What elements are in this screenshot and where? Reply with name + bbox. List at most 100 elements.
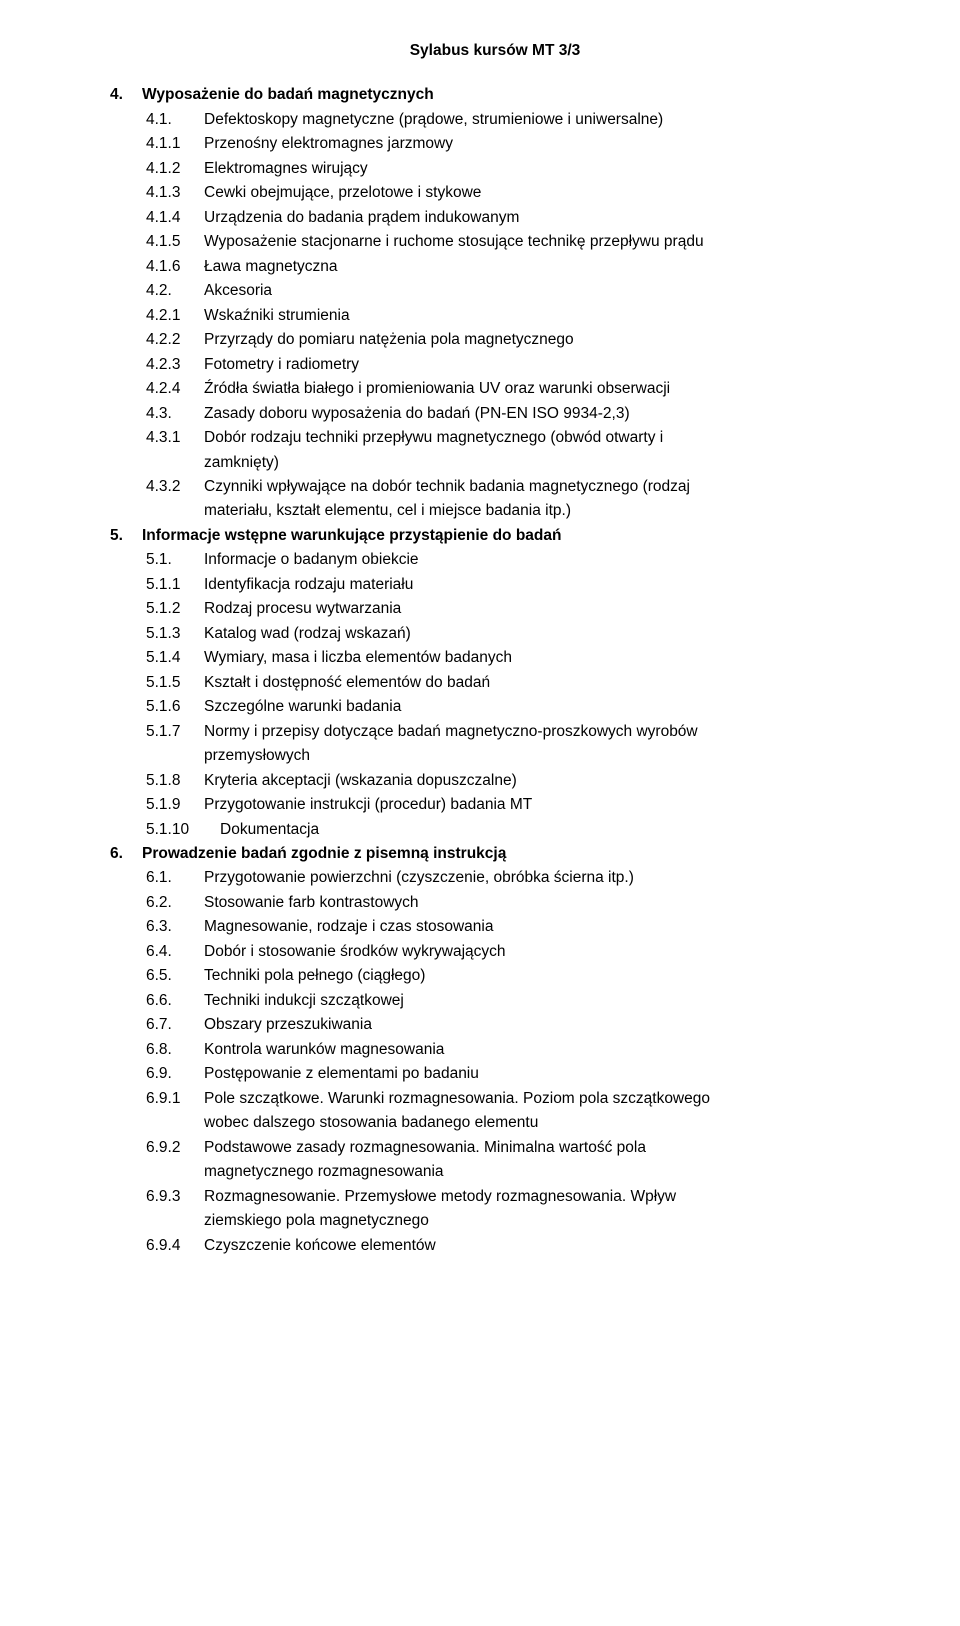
item-text: Normy i przepisy dotyczące badań magnety… xyxy=(204,721,880,743)
item-text: Kryteria akceptacji (wskazania dopuszcza… xyxy=(204,770,880,792)
subsection-number: 6.6. xyxy=(146,990,204,1012)
item-row: 6.9.4Czyszczenie końcowe elementów xyxy=(110,1235,880,1257)
item-text: Rodzaj procesu wytwarzania xyxy=(204,598,880,620)
item-text-continuation: materiału, kształt elementu, cel i miejs… xyxy=(110,500,880,522)
item-number: 5.1.6 xyxy=(146,696,204,718)
subsection-row: 6.8.Kontrola warunków magnesowania xyxy=(110,1039,880,1061)
subsection-text: Magnesowanie, rodzaje i czas stosowania xyxy=(204,916,880,938)
item-number: 4.2.4 xyxy=(146,378,204,400)
item-text: Elektromagnes wirujący xyxy=(204,158,880,180)
item-text: Przygotowanie instrukcji (procedur) bada… xyxy=(204,794,880,816)
item-number: 5.1.1 xyxy=(146,574,204,596)
item-text: Ława magnetyczna xyxy=(204,256,880,278)
item-number: 4.1.4 xyxy=(146,207,204,229)
subsection-number: 6.5. xyxy=(146,965,204,987)
item-row: 4.2.3Fotometry i radiometry xyxy=(110,354,880,376)
item-row: 4.2.1Wskaźniki strumienia xyxy=(110,305,880,327)
subsection-row: 4.3.Zasady doboru wyposażenia do badań (… xyxy=(110,403,880,425)
subsection-text: Kontrola warunków magnesowania xyxy=(204,1039,880,1061)
subsection-text: Postępowanie z elementami po badaniu xyxy=(204,1063,880,1085)
subsection-text: Zasady doboru wyposażenia do badań (PN-E… xyxy=(204,403,880,425)
subsection-text: Przygotowanie powierzchni (czyszczenie, … xyxy=(204,867,880,889)
item-row: 4.1.2Elektromagnes wirujący xyxy=(110,158,880,180)
item-row: 5.1.7Normy i przepisy dotyczące badań ma… xyxy=(110,721,880,743)
item-row: 4.1.5Wyposażenie stacjonarne i ruchome s… xyxy=(110,231,880,253)
subsection-text: Obszary przeszukiwania xyxy=(204,1014,880,1036)
item-row: 4.3.2Czynniki wpływające na dobór techni… xyxy=(110,476,880,498)
item-text: Kształt i dostępność elementów do badań xyxy=(204,672,880,694)
item-text: Rozmagnesowanie. Przemysłowe metody rozm… xyxy=(204,1186,880,1208)
subsection-number: 6.4. xyxy=(146,941,204,963)
subsection-number: 6.1. xyxy=(146,867,204,889)
section-heading: 5.Informacje wstępne warunkujące przystą… xyxy=(110,525,880,547)
item-text: Dokumentacja xyxy=(220,819,880,841)
subsection-text: Defektoskopy magnetyczne (prądowe, strum… xyxy=(204,109,880,131)
subsection-number: 4.1. xyxy=(146,109,204,131)
item-text: Szczególne warunki badania xyxy=(204,696,880,718)
section-number: 5. xyxy=(110,525,142,547)
item-row: 4.1.1Przenośny elektromagnes jarzmowy xyxy=(110,133,880,155)
section-number: 6. xyxy=(110,843,142,865)
page-title: Sylabus kursów MT 3/3 xyxy=(110,40,880,62)
item-row: 5.1.5Kształt i dostępność elementów do b… xyxy=(110,672,880,694)
section-heading: 4.Wyposażenie do badań magnetycznych xyxy=(110,84,880,106)
item-number: 6.9.3 xyxy=(146,1186,204,1208)
item-row: 5.1.9Przygotowanie instrukcji (procedur)… xyxy=(110,794,880,816)
subsection-number: 6.9. xyxy=(146,1063,204,1085)
subsection-row: 6.1.Przygotowanie powierzchni (czyszczen… xyxy=(110,867,880,889)
item-row: 4.1.6Ława magnetyczna xyxy=(110,256,880,278)
item-text: Przyrządy do pomiaru natężenia pola magn… xyxy=(204,329,880,351)
item-text: Wymiary, masa i liczba elementów badanyc… xyxy=(204,647,880,669)
item-row: 4.2.2Przyrządy do pomiaru natężenia pola… xyxy=(110,329,880,351)
item-text: Przenośny elektromagnes jarzmowy xyxy=(204,133,880,155)
item-number: 5.1.2 xyxy=(146,598,204,620)
subsection-row: 6.2.Stosowanie farb kontrastowych xyxy=(110,892,880,914)
item-row: 6.9.2Podstawowe zasady rozmagnesowania. … xyxy=(110,1137,880,1159)
item-text: Fotometry i radiometry xyxy=(204,354,880,376)
item-number: 5.1.4 xyxy=(146,647,204,669)
item-row: 4.1.3Cewki obejmujące, przelotowe i styk… xyxy=(110,182,880,204)
subsection-row: 4.1.Defektoskopy magnetyczne (prądowe, s… xyxy=(110,109,880,131)
subsection-row: 6.7.Obszary przeszukiwania xyxy=(110,1014,880,1036)
section-title: Informacje wstępne warunkujące przystąpi… xyxy=(142,525,880,547)
item-number: 5.1.8 xyxy=(146,770,204,792)
item-number: 4.1.2 xyxy=(146,158,204,180)
item-number: 6.9.4 xyxy=(146,1235,204,1257)
item-row: 6.9.1Pole szczątkowe. Warunki rozmagneso… xyxy=(110,1088,880,1110)
subsection-text: Akcesoria xyxy=(204,280,880,302)
item-text: Katalog wad (rodzaj wskazań) xyxy=(204,623,880,645)
item-text-continuation: przemysłowych xyxy=(110,745,880,767)
item-row: 5.1.3Katalog wad (rodzaj wskazań) xyxy=(110,623,880,645)
subsection-number: 5.1. xyxy=(146,549,204,571)
item-row: 4.3.1Dobór rodzaju techniki przepływu ma… xyxy=(110,427,880,449)
item-number: 4.3.2 xyxy=(146,476,204,498)
section-title: Prowadzenie badań zgodnie z pisemną inst… xyxy=(142,843,880,865)
subsection-number: 6.8. xyxy=(146,1039,204,1061)
subsection-row: 6.5.Techniki pola pełnego (ciągłego) xyxy=(110,965,880,987)
item-text-continuation: ziemskiego pola magnetycznego xyxy=(110,1210,880,1232)
item-number: 4.1.3 xyxy=(146,182,204,204)
item-text: Pole szczątkowe. Warunki rozmagnesowania… xyxy=(204,1088,880,1110)
item-text-continuation: magnetycznego rozmagnesowania xyxy=(110,1161,880,1183)
subsection-text: Techniki pola pełnego (ciągłego) xyxy=(204,965,880,987)
subsection-row: 6.4.Dobór i stosowanie środków wykrywają… xyxy=(110,941,880,963)
section-heading: 6.Prowadzenie badań zgodnie z pisemną in… xyxy=(110,843,880,865)
subsection-text: Stosowanie farb kontrastowych xyxy=(204,892,880,914)
item-row: 5.1.8Kryteria akceptacji (wskazania dopu… xyxy=(110,770,880,792)
subsection-text: Techniki indukcji szczątkowej xyxy=(204,990,880,1012)
item-number: 4.2.1 xyxy=(146,305,204,327)
item-text: Wskaźniki strumienia xyxy=(204,305,880,327)
item-text-continuation: zamknięty) xyxy=(110,452,880,474)
item-number: 4.3.1 xyxy=(146,427,204,449)
subsection-number: 6.3. xyxy=(146,916,204,938)
item-row: 4.1.4Urządzenia do badania prądem induko… xyxy=(110,207,880,229)
item-row: 5.1.6Szczególne warunki badania xyxy=(110,696,880,718)
item-row: 6.9.3Rozmagnesowanie. Przemysłowe metody… xyxy=(110,1186,880,1208)
item-text: Czyszczenie końcowe elementów xyxy=(204,1235,880,1257)
subsection-row: 4.2.Akcesoria xyxy=(110,280,880,302)
item-number: 5.1.9 xyxy=(146,794,204,816)
item-row: 5.1.1Identyfikacja rodzaju materiału xyxy=(110,574,880,596)
document-body: 4.Wyposażenie do badań magnetycznych 4.1.… xyxy=(110,84,880,1257)
subsection-number: 6.7. xyxy=(146,1014,204,1036)
item-text: Źródła światła białego i promieniowania … xyxy=(204,378,880,400)
